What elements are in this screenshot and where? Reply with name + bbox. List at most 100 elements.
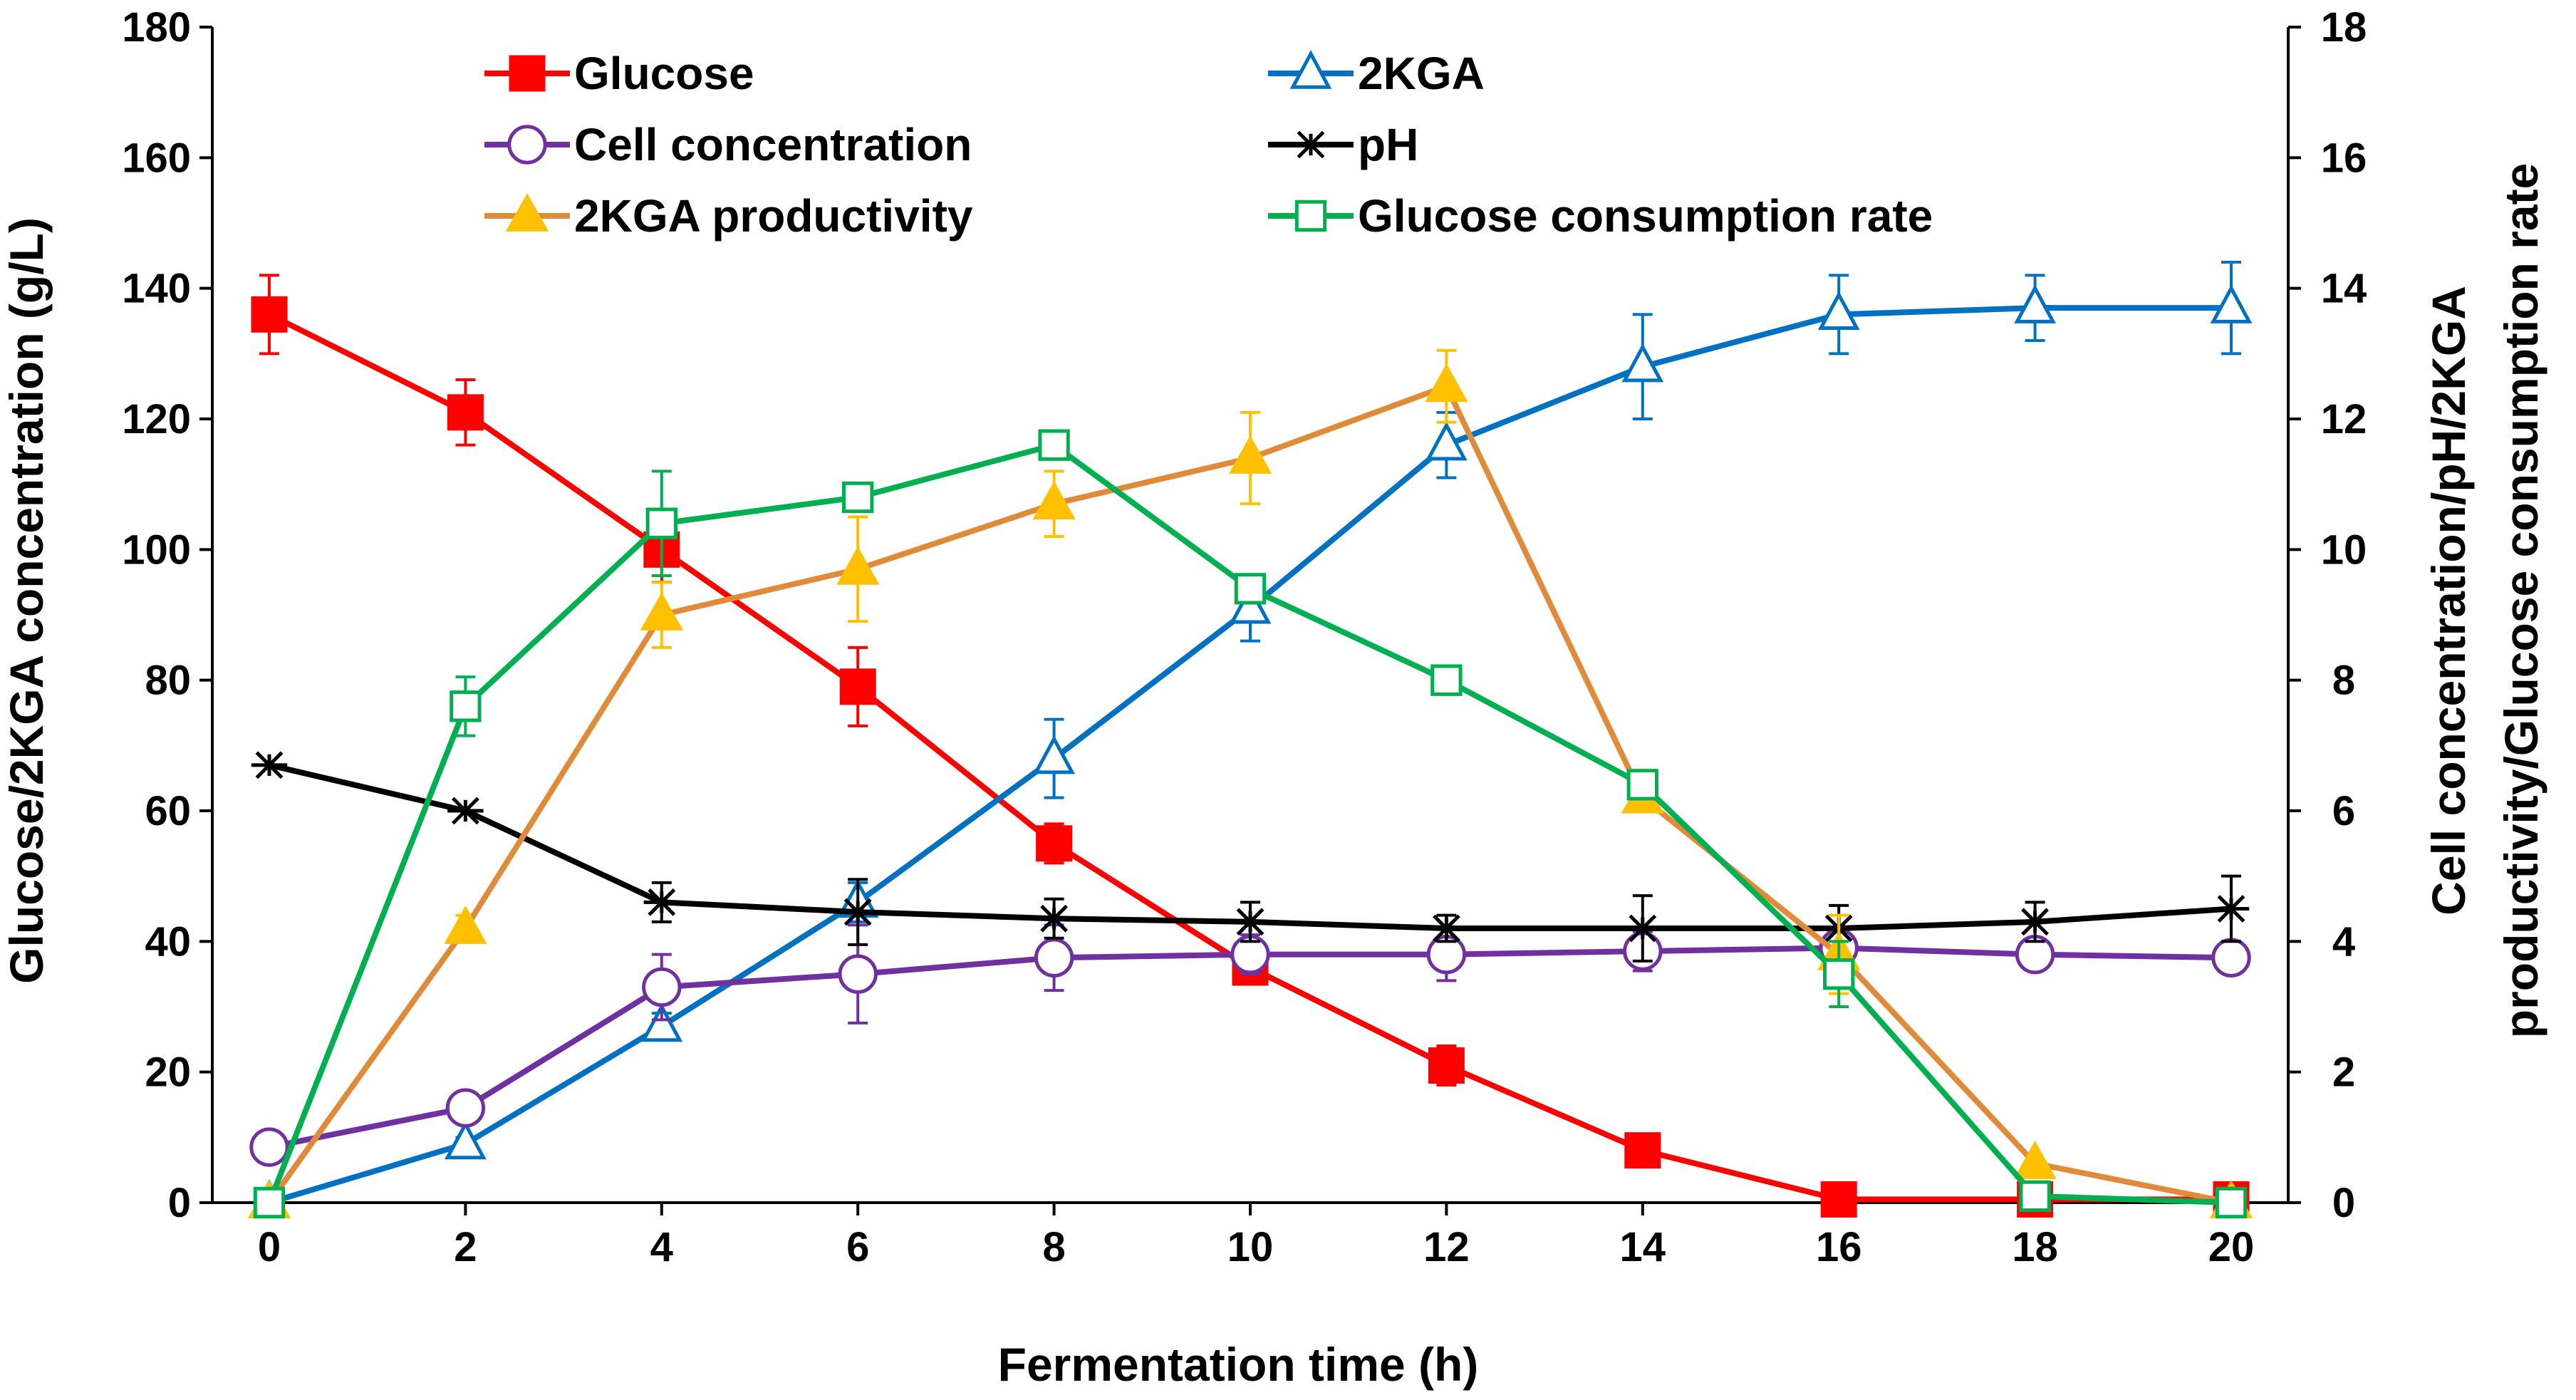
- data-point: [643, 888, 680, 916]
- x-axis-title: Fermentation time (h): [998, 1338, 1479, 1391]
- legend-label: pH: [1358, 119, 1418, 170]
- data-point: [1232, 908, 1269, 936]
- left-y-tick-label: 140: [122, 266, 191, 312]
- data-point: [640, 592, 683, 631]
- data-point: [839, 668, 876, 705]
- data-point: [1626, 769, 1658, 801]
- data-point: [642, 967, 682, 1007]
- left-y-tick-label: 20: [145, 1049, 191, 1096]
- right-y-axis-title-line-1: Cell concentration/pH/2KGA: [2422, 286, 2475, 916]
- data-point: [444, 906, 487, 944]
- data-point: [1624, 1132, 1661, 1169]
- left-y-tick-label: 160: [122, 135, 191, 181]
- x-tick-label: 8: [1042, 1224, 1065, 1270]
- x-tick-label: 4: [650, 1224, 673, 1270]
- data-point: [840, 898, 876, 926]
- left-y-tick-label: 100: [122, 527, 191, 573]
- left-y-tick-label: 80: [145, 658, 191, 704]
- legend-entry-ph: pH: [1268, 119, 1418, 170]
- data-point: [1038, 429, 1070, 461]
- data-point: [1430, 664, 1463, 696]
- right-y-tick-label: 0: [2332, 1180, 2355, 1226]
- data-point: [645, 507, 677, 539]
- data-point: [1234, 573, 1267, 605]
- data-point: [1820, 1181, 1857, 1218]
- axes: 0 2 4 6 8 10 12 14 16 18 2002040608010012014016018…: [122, 4, 2367, 1270]
- data-point: [251, 296, 288, 333]
- right-y-tick-label: 10: [2321, 527, 2367, 573]
- x-tick-label: 12: [1423, 1224, 1470, 1270]
- x-tick-label: 6: [846, 1224, 869, 1270]
- legend-label: Glucose: [574, 48, 754, 99]
- legend-marker: [1292, 130, 1329, 159]
- right-y-tick-label: 16: [2321, 135, 2367, 181]
- right-y-tick-label: 14: [2321, 266, 2367, 312]
- data-point: [450, 690, 482, 722]
- axis-titles: Fermentation time (h) Glucose/2KGA conce…: [0, 163, 2548, 1391]
- data-point: [2013, 1141, 2057, 1179]
- legend: Glucose 2KGA Cell concentration pH 2KGA prod…: [484, 48, 1933, 242]
- legend-label: 2KGA: [1358, 48, 1485, 99]
- left-y-axis-title: Glucose/2KGA concentration (g/L): [0, 217, 53, 984]
- data-point: [445, 1120, 487, 1160]
- data-point: [447, 394, 484, 431]
- left-y-tick-label: 120: [122, 396, 191, 442]
- legend-entry-glucose: Glucose: [484, 48, 754, 99]
- legend-marker: [505, 193, 549, 232]
- series-ph: [251, 751, 2250, 963]
- data-point: [1228, 435, 1272, 474]
- x-tick-label: 20: [2208, 1224, 2255, 1270]
- legend-marker: [509, 55, 546, 92]
- data-point: [447, 797, 484, 825]
- data-point: [1034, 938, 1074, 978]
- left-y-tick-label: 180: [122, 4, 191, 51]
- data-point: [253, 1186, 286, 1219]
- right-y-tick-label: 4: [2332, 918, 2355, 965]
- series-line: [266, 442, 2232, 1205]
- data-point: [1624, 914, 1661, 943]
- right-y-axis-title-line-2: productivity/Glucose consumption rate: [2495, 163, 2548, 1039]
- legend-marker: [1289, 50, 1332, 89]
- x-tick-label: 14: [1620, 1224, 1666, 1270]
- data-point: [249, 1127, 289, 1167]
- data-point: [1229, 584, 1272, 624]
- data-point: [1425, 363, 1468, 403]
- legend-entry-2kga-productivity: 2KGA productivity: [484, 190, 973, 242]
- right-y-tick-label: 8: [2332, 658, 2355, 704]
- right-y-tick-label: 2: [2332, 1049, 2355, 1096]
- data-point: [1428, 1047, 1465, 1084]
- series-line: [266, 383, 2232, 1205]
- x-tick-label: 2: [454, 1224, 477, 1270]
- series-layer: [247, 261, 2253, 1219]
- series-glucose-consumption-rate: [253, 429, 2248, 1219]
- legend-label: 2KGA productivity: [574, 190, 973, 242]
- data-point: [2210, 284, 2253, 323]
- x-tick-label: 16: [1816, 1224, 1862, 1270]
- legend-entry-2kga: 2KGA: [1268, 48, 1485, 99]
- legend-entry-cell-concentration: Cell concentration: [484, 119, 972, 170]
- data-point: [640, 1002, 683, 1042]
- left-y-tick-label: 40: [145, 918, 191, 965]
- data-point: [1036, 904, 1072, 933]
- left-y-tick-label: 0: [168, 1180, 191, 1226]
- series-cell-concentration: [249, 923, 2251, 1167]
- data-point: [2014, 284, 2056, 323]
- data-point: [1033, 735, 1075, 774]
- data-point: [1621, 343, 1664, 383]
- data-point: [836, 546, 880, 585]
- data-point: [1036, 825, 1073, 862]
- right-y-tick-label: 6: [2332, 788, 2355, 834]
- data-point: [1425, 421, 1468, 461]
- data-point: [251, 751, 288, 779]
- data-point: [2211, 938, 2251, 978]
- right-y-tick-label: 18: [2321, 4, 2367, 51]
- x-tick-label: 10: [1227, 1224, 1274, 1270]
- data-point: [842, 481, 874, 514]
- legend-marker: [507, 125, 547, 165]
- data-point: [838, 954, 878, 994]
- data-point: [2017, 908, 2053, 936]
- x-tick-label: 18: [2012, 1224, 2058, 1270]
- x-tick-label: 0: [258, 1224, 281, 1270]
- right-y-tick-label: 12: [2321, 396, 2367, 442]
